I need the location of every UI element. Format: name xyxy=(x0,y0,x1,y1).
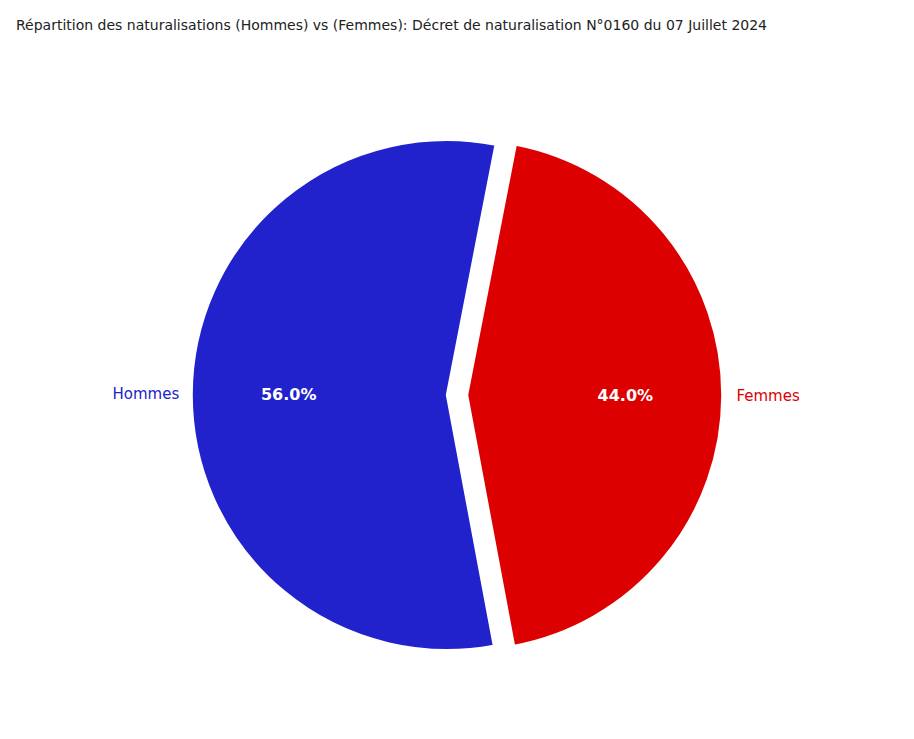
chart: Répartition des naturalisations (Hommes)… xyxy=(0,0,914,739)
pie: 56.0% 44.0% Hommes Femmes xyxy=(113,140,800,650)
labels: 56.0% 44.0% Hommes Femmes xyxy=(113,385,800,405)
slices xyxy=(192,140,722,650)
data-label: 56.0% xyxy=(261,385,317,404)
slice xyxy=(467,145,722,646)
category-label: Femmes xyxy=(736,387,799,405)
slice xyxy=(192,140,496,650)
title: Répartition des naturalisations (Hommes)… xyxy=(16,17,767,33)
category-label: Hommes xyxy=(113,385,180,403)
data-label: 44.0% xyxy=(598,386,654,405)
